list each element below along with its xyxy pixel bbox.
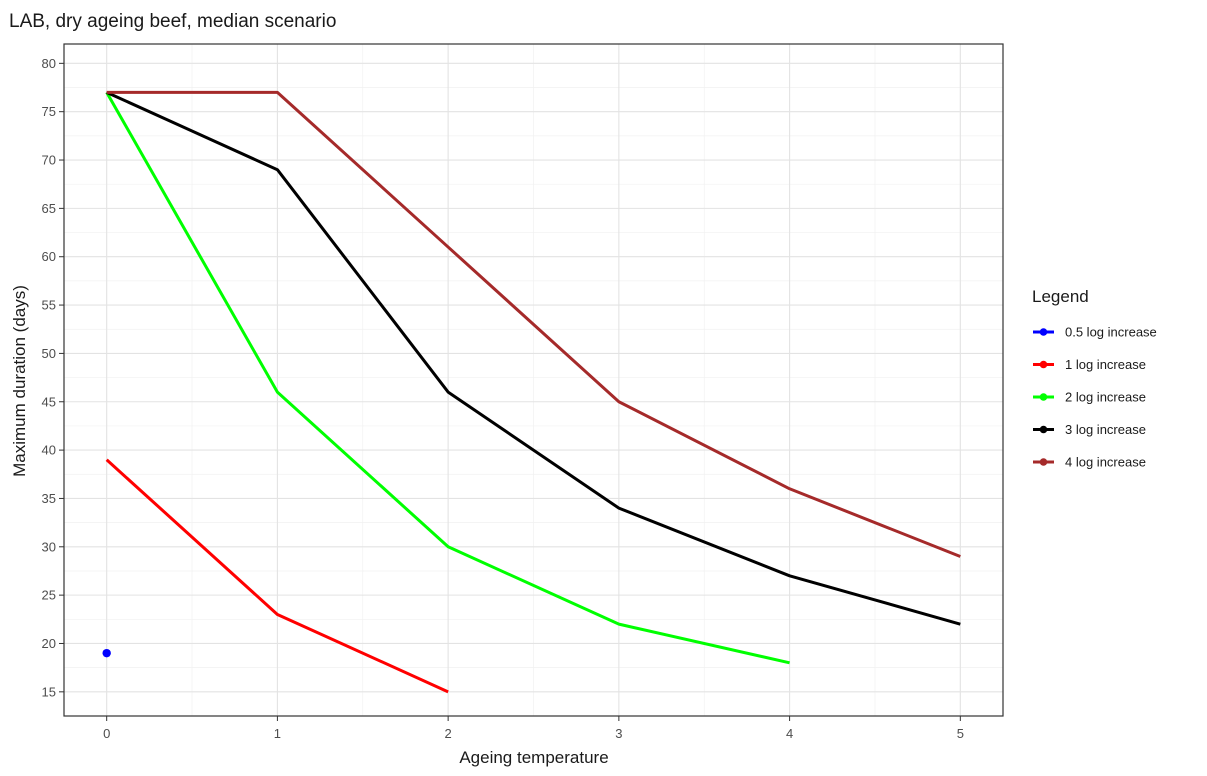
- y-tick-label: 20: [42, 636, 56, 651]
- y-axis-title: Maximum duration (days): [10, 285, 29, 477]
- y-tick-label: 15: [42, 684, 56, 699]
- x-tick-label: 0: [103, 726, 110, 741]
- legend: Legend 0.5 log increase 1 log increase 2 l…: [1032, 287, 1157, 470]
- y-tick-label: 50: [42, 346, 56, 361]
- series-0-5-log-increase: [102, 649, 110, 657]
- legend-marker-2-log-increase: [1040, 393, 1048, 401]
- y-tick-label: 70: [42, 153, 56, 168]
- legend-item-3-log-increase: 3 log increase: [1033, 422, 1146, 437]
- x-tick-label: 4: [786, 726, 793, 741]
- y-tick-label: 40: [42, 443, 56, 458]
- x-tick-label: 2: [445, 726, 452, 741]
- legend-label-1-log-increase: 1 log increase: [1065, 357, 1146, 372]
- data-point-0-5-log-increase: [102, 649, 110, 657]
- legend-marker-3-log-increase: [1040, 426, 1048, 434]
- y-tick-label: 75: [42, 104, 56, 119]
- y-tick-label: 30: [42, 539, 56, 554]
- legend-item-2-log-increase: 2 log increase: [1033, 390, 1146, 405]
- x-tick-label: 1: [274, 726, 281, 741]
- y-tick-label: 35: [42, 491, 56, 506]
- x-axis-title: Ageing temperature: [459, 748, 608, 767]
- legend-item-4-log-increase: 4 log increase: [1033, 455, 1146, 470]
- x-tick-label: 5: [957, 726, 964, 741]
- legend-marker-4-log-increase: [1040, 458, 1048, 466]
- grid-layer: [64, 44, 1003, 716]
- legend-marker-0-5-log-increase: [1040, 328, 1048, 336]
- legend-label-4-log-increase: 4 log increase: [1065, 455, 1146, 470]
- legend-label-3-log-increase: 3 log increase: [1065, 422, 1146, 437]
- legend-title: Legend: [1032, 287, 1089, 306]
- legend-label-0-5-log-increase: 0.5 log increase: [1065, 325, 1157, 340]
- series-layer: [102, 92, 960, 692]
- x-tick-label: 3: [615, 726, 622, 741]
- y-tick-label: 55: [42, 298, 56, 313]
- legend-label-2-log-increase: 2 log increase: [1065, 390, 1146, 405]
- y-tick-label: 45: [42, 394, 56, 409]
- legend-item-1-log-increase: 1 log increase: [1033, 357, 1146, 372]
- y-tick-label: 65: [42, 201, 56, 216]
- legend-item-0-5-log-increase: 0.5 log increase: [1033, 325, 1157, 340]
- legend-marker-1-log-increase: [1040, 361, 1048, 369]
- y-tick-label: 60: [42, 249, 56, 264]
- chart-title: LAB, dry ageing beef, median scenario: [9, 11, 336, 32]
- y-tick-label: 25: [42, 588, 56, 603]
- y-tick-label: 80: [42, 56, 56, 71]
